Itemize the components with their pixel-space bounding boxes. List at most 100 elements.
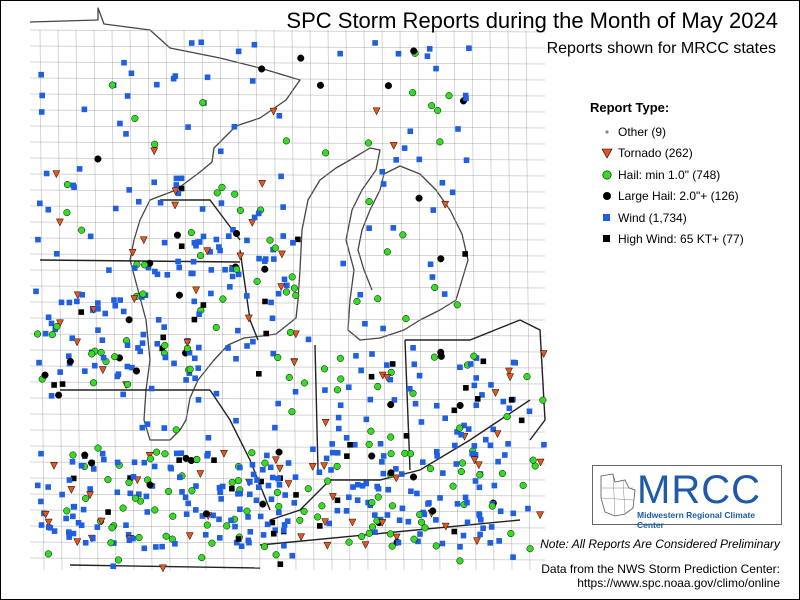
wind-report-marker: [463, 157, 470, 163]
tornado-report-marker: [321, 419, 330, 427]
high-wind-report-marker: [344, 453, 350, 459]
wind-report-marker: [362, 320, 368, 327]
wind-report-marker: [244, 237, 250, 244]
state-line-mi-wi: [160, 199, 241, 241]
wind-report-marker: [217, 489, 223, 496]
wind-report-marker: [199, 206, 206, 212]
wind-report-marker: [268, 496, 275, 503]
tornado-report-marker: [203, 247, 212, 256]
wind-report-marker: [284, 282, 290, 289]
tornado-report-marker: [244, 314, 253, 323]
hail-report-marker: [208, 539, 216, 547]
hail-report-marker: [324, 477, 332, 485]
wind-report-marker: [460, 532, 467, 539]
hail-report-marker: [507, 529, 515, 538]
high-wind-report-marker: [59, 381, 66, 387]
wind-report-marker: [186, 349, 193, 356]
hail-report-marker: [131, 494, 140, 502]
hail-report-marker: [365, 529, 373, 537]
wind-report-marker: [101, 456, 107, 463]
wind-report-marker: [193, 242, 199, 249]
wind-report-marker: [102, 310, 109, 317]
wind-report-marker: [280, 233, 287, 239]
hail-report-marker: [114, 556, 122, 564]
wind-report-marker: [440, 470, 446, 476]
hail-report-marker: [498, 469, 506, 478]
wind-report-marker: [418, 419, 425, 425]
tornado-report-marker: [323, 541, 332, 550]
wind-report-marker: [250, 471, 257, 478]
wind-report-marker: [476, 484, 483, 491]
wind-report-marker: [38, 450, 44, 457]
wind-report-marker: [42, 330, 49, 337]
hail-report-marker: [426, 465, 435, 473]
hail-report-marker: [233, 265, 241, 273]
hail-report-marker: [399, 231, 407, 239]
tornado-report-marker: [389, 142, 398, 150]
wind-report-marker: [192, 507, 199, 513]
hail-report-marker: [236, 206, 244, 215]
wind-report-marker: [334, 507, 341, 514]
hail-report-marker: [428, 102, 436, 110]
hail-report-marker: [409, 89, 417, 97]
wind-report-marker: [490, 426, 497, 433]
hail-report-marker: [234, 477, 242, 485]
legend-label-large-hail: Large Hail: 2.0"+ (126): [618, 189, 739, 204]
wind-report-marker: [81, 106, 88, 113]
wind-report-marker: [191, 298, 198, 305]
large-hail-report-marker: [125, 316, 133, 324]
wind-report-marker: [179, 489, 185, 495]
hail-report-marker: [153, 448, 161, 456]
high-wind-report-marker: [178, 185, 185, 192]
high-wind-report-marker: [316, 523, 323, 529]
hail-report-marker: [300, 507, 308, 515]
tornado-report-marker: [139, 236, 148, 245]
hail-report-marker: [119, 504, 127, 512]
wind-report-marker: [457, 364, 463, 371]
wind-report-marker: [185, 500, 192, 507]
hail-report-marker: [364, 139, 373, 147]
wind-report-marker: [233, 417, 239, 424]
wind-report-marker: [385, 486, 392, 493]
hail-report-marker: [314, 513, 322, 521]
wind-report-marker: [235, 48, 242, 55]
wind-report-marker: [176, 264, 183, 271]
wind-report-marker: [264, 521, 271, 528]
wind-report-marker: [335, 425, 342, 432]
wind-report-marker: [71, 503, 78, 510]
wind-report-marker: [393, 157, 400, 163]
county-line: [417, 29, 423, 571]
large-hail-report-marker: [387, 401, 395, 409]
wind-report-marker: [340, 260, 346, 267]
wind-report-marker: [232, 523, 238, 530]
wind-report-marker: [216, 244, 222, 250]
county-line: [29, 381, 546, 385]
wind-report-marker: [271, 256, 277, 262]
wind-report-marker: [182, 494, 189, 501]
wind-report-marker: [251, 41, 258, 48]
hail-report-marker: [286, 328, 295, 336]
large-hail-report-marker: [173, 231, 182, 239]
county-line: [183, 29, 189, 571]
wind-report-marker: [171, 360, 177, 367]
hail-report-marker: [223, 522, 231, 530]
wind-report-marker: [405, 518, 412, 525]
wind-report-marker: [387, 376, 394, 383]
tornado-report-marker: [278, 250, 286, 259]
wind-report-marker: [130, 474, 137, 480]
wind-report-marker: [500, 398, 507, 405]
wind-report-marker: [192, 375, 198, 382]
hail-report-marker: [304, 485, 312, 493]
hail-report-marker: [409, 389, 417, 397]
wind-report-marker: [421, 511, 428, 518]
wind-report-marker: [57, 369, 63, 375]
wind-report-marker: [178, 175, 185, 182]
wind-report-marker: [82, 368, 88, 374]
wind-report-marker: [164, 272, 171, 278]
wind-report-marker: [433, 517, 439, 523]
large-hail-report-marker: [261, 265, 269, 273]
wind-report-marker: [251, 214, 258, 221]
wind-report-marker: [131, 265, 138, 271]
wind-report-marker: [399, 471, 405, 477]
wind-report-marker: [426, 46, 433, 52]
